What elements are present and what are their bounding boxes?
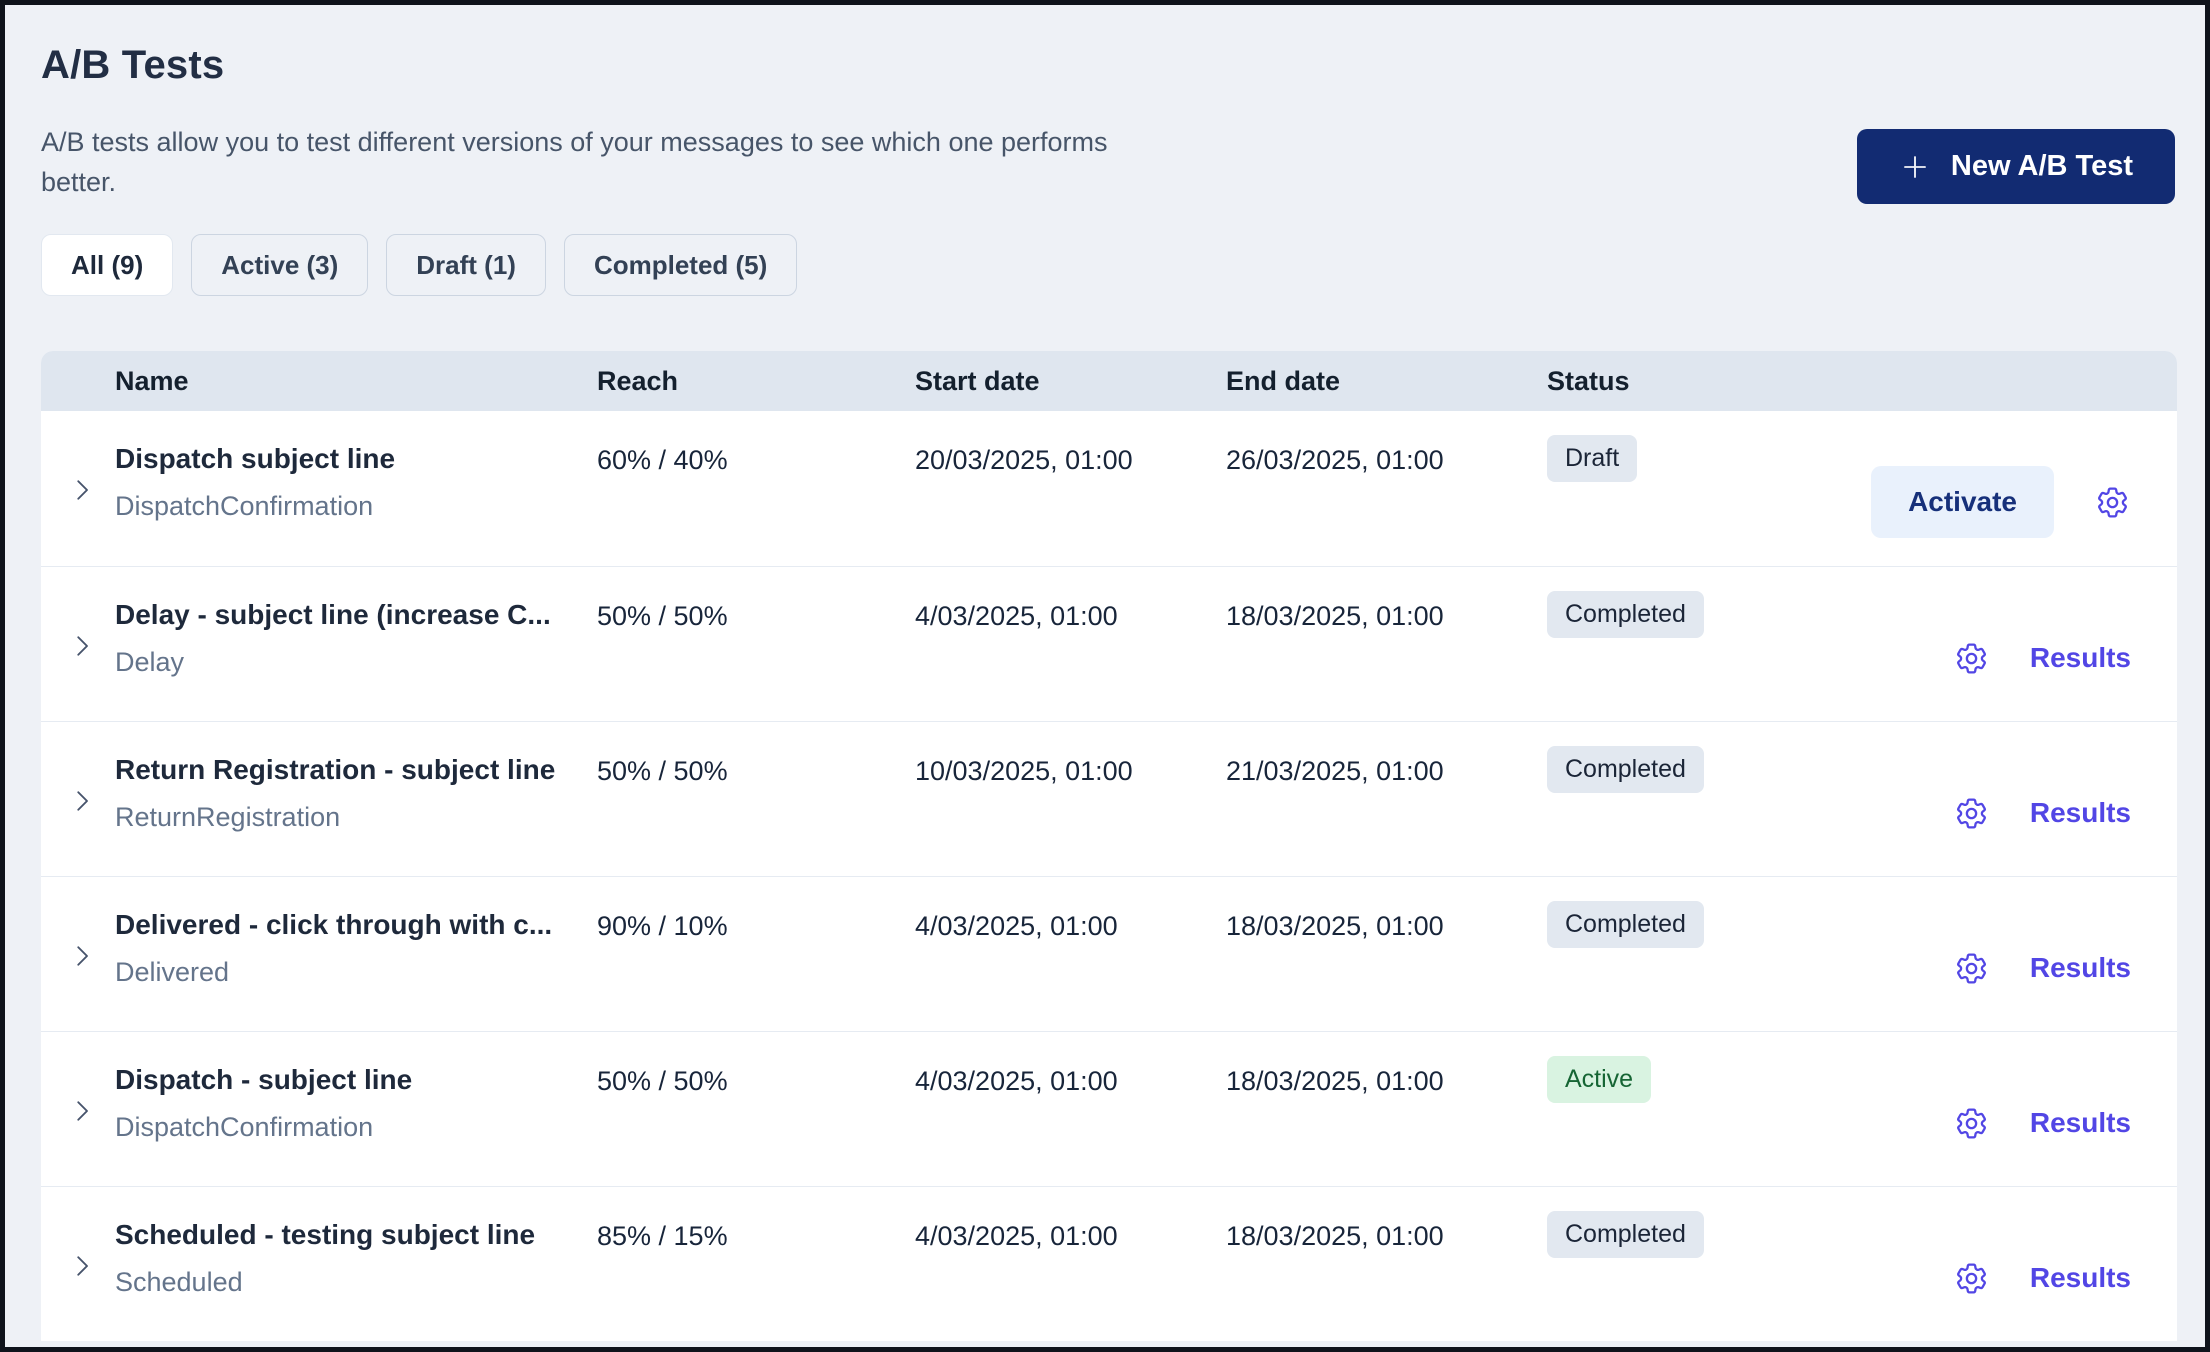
settings-button[interactable]: [1953, 640, 1990, 677]
test-start-date: 4/03/2025, 01:00: [915, 911, 1118, 941]
test-end-date: 26/03/2025, 01:00: [1226, 445, 1444, 475]
test-end-date: 18/03/2025, 01:00: [1226, 601, 1444, 631]
column-header-reach: Reach: [597, 365, 679, 396]
test-reach: 60% / 40%: [597, 445, 728, 475]
chevron-right-icon: [67, 786, 97, 816]
test-name: Delay - subject line (increase C...: [115, 599, 551, 630]
status-badge: Completed: [1547, 591, 1704, 638]
expand-row-button[interactable]: [67, 1251, 97, 1281]
gear-icon: [2094, 484, 2131, 521]
settings-button[interactable]: [2094, 484, 2131, 521]
results-link[interactable]: Results: [2029, 952, 2131, 983]
test-end-date: 21/03/2025, 01:00: [1226, 756, 1444, 786]
filter-active[interactable]: Active (3): [191, 234, 369, 296]
page-title: A/B Tests: [41, 43, 225, 87]
filter-all[interactable]: All (9): [41, 234, 174, 296]
filter-completed[interactable]: Completed (5): [563, 234, 798, 296]
table-row: Delivered - click through with c... Deli…: [41, 876, 2177, 1031]
test-message-subtitle: ReturnRegistration: [115, 802, 341, 832]
status-badge: Completed: [1547, 1211, 1704, 1258]
chevron-right-icon: [67, 1096, 97, 1126]
expand-row-button[interactable]: [67, 941, 97, 971]
test-message-subtitle: DispatchConfirmation: [115, 1112, 374, 1142]
test-reach: 50% / 50%: [597, 1066, 728, 1096]
expand-row-button[interactable]: [67, 475, 97, 505]
ab-tests-table: Name Reach Start date End date Status Di…: [41, 351, 2177, 1341]
test-start-date: 4/03/2025, 01:00: [915, 601, 1118, 631]
expand-row-button[interactable]: [67, 1096, 97, 1126]
gear-icon: [1953, 795, 1990, 832]
expand-row-button[interactable]: [67, 786, 97, 816]
column-header-name: Name: [115, 365, 189, 396]
test-reach: 50% / 50%: [597, 601, 728, 631]
test-name: Dispatch - subject line: [115, 1064, 413, 1095]
status-badge: Draft: [1547, 435, 1638, 482]
test-end-date: 18/03/2025, 01:00: [1226, 1221, 1444, 1251]
test-reach: 85% / 15%: [597, 1221, 728, 1251]
table-row: Dispatch - subject line DispatchConfirma…: [41, 1031, 2177, 1186]
page-header: A/B Tests A/B tests allow you to test di…: [41, 43, 2177, 204]
results-link[interactable]: Results: [2029, 1107, 2131, 1138]
test-reach: 90% / 10%: [597, 911, 728, 941]
settings-button[interactable]: [1953, 1260, 1990, 1297]
test-name: Scheduled - testing subject line: [115, 1219, 536, 1250]
results-link[interactable]: Results: [2029, 1262, 2131, 1293]
gear-icon: [1953, 1260, 1990, 1297]
results-link[interactable]: Results: [2029, 797, 2131, 828]
chevron-right-icon: [67, 631, 97, 661]
status-badge: Completed: [1547, 901, 1704, 948]
status-badge: Completed: [1547, 746, 1704, 793]
filter-draft[interactable]: Draft (1): [386, 234, 546, 296]
settings-button[interactable]: [1953, 950, 1990, 987]
new-ab-test-button[interactable]: New A/B Test: [1856, 129, 2175, 204]
test-start-date: 10/03/2025, 01:00: [915, 756, 1133, 786]
settings-button[interactable]: [1953, 795, 1990, 832]
ab-tests-page: A/B Tests A/B tests allow you to test di…: [5, 5, 2205, 1347]
page-description: A/B tests allow you to test different ve…: [41, 127, 1108, 197]
column-header-start-date: Start date: [915, 365, 1040, 396]
chevron-right-icon: [67, 941, 97, 971]
table-row: Scheduled - testing subject line Schedul…: [41, 1186, 2177, 1341]
column-header-end-date: End date: [1226, 365, 1341, 396]
test-name: Return Registration - subject line: [115, 754, 556, 785]
results-link[interactable]: Results: [2029, 642, 2131, 673]
table-body: Dispatch subject line DispatchConfirmati…: [41, 411, 2177, 1341]
table-row: Return Registration - subject line Retur…: [41, 721, 2177, 876]
gear-icon: [1953, 950, 1990, 987]
gear-icon: [1953, 1105, 1990, 1142]
activate-button[interactable]: Activate: [1871, 466, 2054, 538]
gear-icon: [1953, 640, 1990, 677]
table-row: Delay - subject line (increase C... Dela…: [41, 566, 2177, 721]
chevron-right-icon: [67, 475, 97, 505]
settings-button[interactable]: [1953, 1105, 1990, 1142]
test-message-subtitle: Scheduled: [115, 1267, 243, 1297]
test-start-date: 4/03/2025, 01:00: [915, 1066, 1118, 1096]
test-message-subtitle: DispatchConfirmation: [115, 491, 374, 521]
test-start-date: 4/03/2025, 01:00: [915, 1221, 1118, 1251]
table-header-row: Name Reach Start date End date Status: [41, 351, 2177, 411]
test-end-date: 18/03/2025, 01:00: [1226, 1066, 1444, 1096]
status-badge: Active: [1547, 1056, 1652, 1103]
test-start-date: 20/03/2025, 01:00: [915, 445, 1133, 475]
test-reach: 50% / 50%: [597, 756, 728, 786]
table-row: Dispatch subject line DispatchConfirmati…: [41, 411, 2177, 566]
test-end-date: 18/03/2025, 01:00: [1226, 911, 1444, 941]
expand-row-button[interactable]: [67, 631, 97, 661]
status-filter-group: All (9) Active (3) Draft (1) Completed (…: [41, 234, 2177, 296]
chevron-right-icon: [67, 1251, 97, 1281]
column-header-status: Status: [1547, 365, 1630, 396]
plus-icon: [1899, 151, 1931, 183]
test-name: Dispatch subject line: [115, 443, 396, 474]
test-name: Delivered - click through with c...: [115, 909, 553, 940]
test-message-subtitle: Delivered: [115, 957, 230, 987]
new-ab-test-button-label: New A/B Test: [1950, 150, 2133, 182]
test-message-subtitle: Delay: [115, 647, 185, 677]
